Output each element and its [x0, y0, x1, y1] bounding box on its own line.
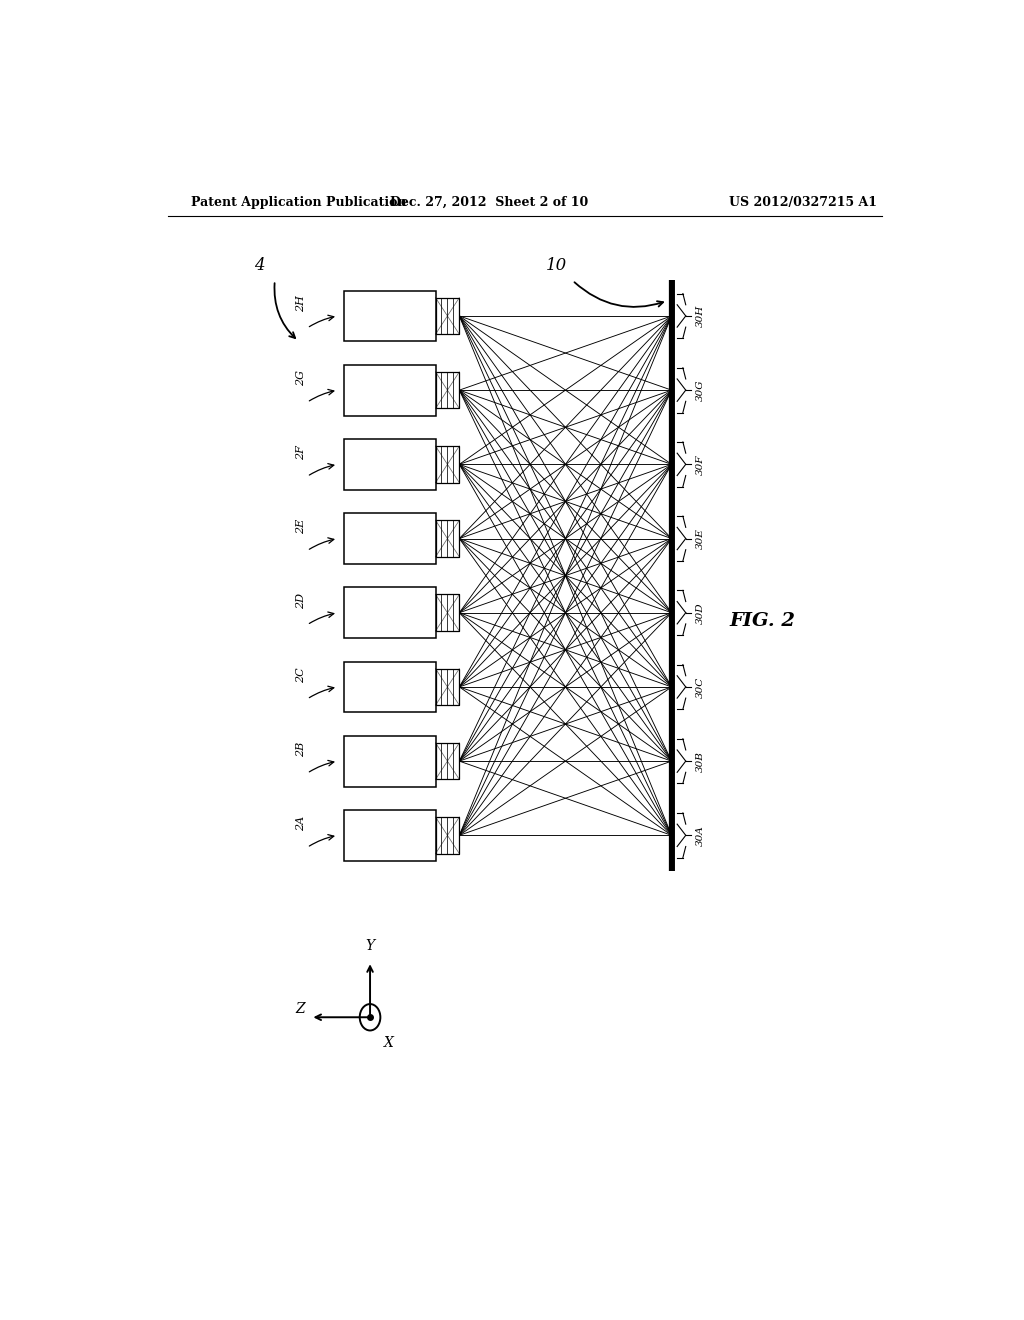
Bar: [344, 735, 435, 787]
Bar: [435, 297, 460, 334]
Text: 30H: 30H: [695, 305, 705, 327]
Text: 30E: 30E: [695, 528, 705, 549]
Text: 2F: 2F: [296, 445, 305, 459]
Text: 10: 10: [546, 256, 567, 273]
Text: 2G: 2G: [296, 370, 305, 385]
Text: 30B: 30B: [695, 751, 705, 772]
Bar: [344, 290, 435, 342]
Text: Y: Y: [366, 940, 375, 953]
Text: 30C: 30C: [695, 676, 705, 697]
Bar: [435, 594, 460, 631]
Text: 2C: 2C: [296, 667, 305, 682]
Text: 2A: 2A: [296, 816, 305, 830]
Bar: [435, 817, 460, 854]
Text: 2E: 2E: [296, 519, 305, 535]
Text: US 2012/0327215 A1: US 2012/0327215 A1: [728, 195, 877, 209]
Text: Z: Z: [295, 1002, 305, 1016]
Bar: [344, 661, 435, 713]
Bar: [435, 372, 460, 408]
Bar: [435, 669, 460, 705]
Bar: [344, 810, 435, 861]
Text: Patent Application Publication: Patent Application Publication: [191, 195, 407, 209]
Bar: [344, 440, 435, 490]
Bar: [435, 446, 460, 483]
Text: 2H: 2H: [296, 296, 305, 313]
Bar: [344, 364, 435, 416]
Text: 4: 4: [254, 256, 264, 273]
Text: 2B: 2B: [296, 742, 305, 756]
Text: X: X: [384, 1036, 393, 1049]
Bar: [435, 743, 460, 779]
Text: 30G: 30G: [695, 379, 705, 401]
Bar: [344, 513, 435, 564]
Text: 30A: 30A: [695, 825, 705, 846]
Text: 30F: 30F: [695, 454, 705, 475]
Text: FIG. 2: FIG. 2: [730, 612, 796, 630]
Bar: [344, 587, 435, 638]
Text: Dec. 27, 2012  Sheet 2 of 10: Dec. 27, 2012 Sheet 2 of 10: [390, 195, 588, 209]
Bar: [435, 520, 460, 557]
Text: 30D: 30D: [695, 602, 705, 623]
Text: 2D: 2D: [296, 593, 305, 609]
